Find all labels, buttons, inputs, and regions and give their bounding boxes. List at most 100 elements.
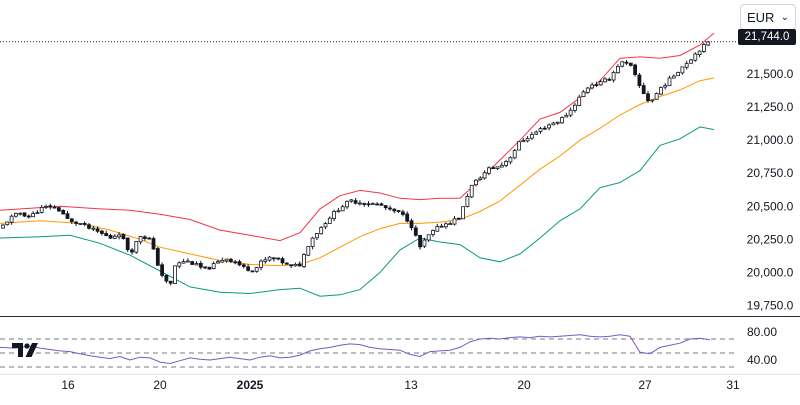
candle-body [375,203,380,206]
rsi-line [0,334,711,365]
candle-body [659,87,663,95]
currency-select[interactable]: EUR ⌄ [740,4,796,30]
candle-body [555,121,560,124]
candle-body [125,237,130,251]
candle-body [5,221,10,225]
candle-body [676,72,680,77]
candle-body [521,139,526,143]
candle-body [271,257,276,260]
candle-body [142,236,147,239]
candle-body [314,233,319,239]
candle-body [624,61,629,64]
candle-body [379,203,384,206]
candle-body [336,210,341,213]
candle-body [456,217,461,220]
candle-body [650,99,655,102]
candle-body [616,66,620,74]
candle-body [603,78,607,83]
candle-body [680,66,685,74]
candle-body [689,59,693,64]
candle-body [121,233,126,239]
candle-body [349,199,354,202]
time-axis-label: 31 [726,378,740,392]
candle-body [534,131,539,135]
candle-body [31,213,36,218]
candle-body [426,234,431,241]
candle-body [633,64,637,76]
candle-body [276,257,281,260]
price-axis-label: 21,500.0 [747,67,794,81]
candle-body [160,264,165,276]
price-axis-label: 20,250.0 [747,232,794,246]
candle-body [155,248,160,266]
candle-body [323,223,328,228]
candle-body [74,221,78,224]
candle-body [594,84,599,86]
candle-body [185,260,190,263]
candle-body [577,96,582,106]
candle-body [439,225,444,228]
candle-body [560,117,564,124]
candle-body [366,203,371,206]
price-axis-label: 21,000.0 [747,133,794,147]
candle-body [48,205,53,208]
candle-body [388,207,392,210]
candle-body [590,84,594,89]
bollinger-basis-line [0,77,715,267]
candle-body [134,240,139,253]
candle-body [78,222,83,225]
candle-body [469,184,474,198]
candle-body [706,41,711,46]
candle-body [52,206,57,209]
time-axis-label: 16 [61,378,75,392]
candle-body [345,200,349,208]
candle-body [383,205,388,209]
candle-body [112,235,117,239]
candle-body [607,78,612,81]
candle-body [327,217,332,224]
candle-body [1,224,5,229]
candle-body [353,200,358,204]
candle-body [237,261,242,266]
candle-body [409,220,414,229]
candle-body [465,195,470,207]
candle-body [108,234,113,239]
candle-body [224,258,229,262]
candle-body [233,261,238,264]
candle-body [22,212,27,217]
candle-body [357,202,362,205]
currency-label: EUR [747,9,775,25]
candle-body [198,262,203,268]
candle-body [82,222,87,225]
candle-body [203,266,208,269]
candle-body [667,77,672,87]
candle-body [117,234,121,238]
candle-body [181,261,186,264]
candle-body [194,263,199,266]
candle-body [293,263,298,267]
candle-body [400,211,405,215]
candle-body [35,212,40,215]
candle-body [684,63,689,68]
candle-body [254,267,259,272]
candle-body [9,215,14,223]
price-axis-label: 20,500.0 [747,199,794,213]
candle-body [538,128,543,132]
candle-body [525,138,530,142]
candle-body [392,208,397,212]
candle-body [512,150,517,159]
candle-body [220,259,225,263]
candle-body [491,167,496,170]
candle-body [319,226,324,235]
bollinger-upper-line [0,32,715,242]
bollinger-lower-line [0,126,715,297]
price-axis-label: 20,000.0 [747,265,794,279]
time-axis-label: 13 [404,378,418,392]
candle-body [641,85,646,95]
candle-body [241,264,246,267]
candle-body [284,262,289,265]
candle-body [486,167,491,174]
candle-body [310,237,315,248]
